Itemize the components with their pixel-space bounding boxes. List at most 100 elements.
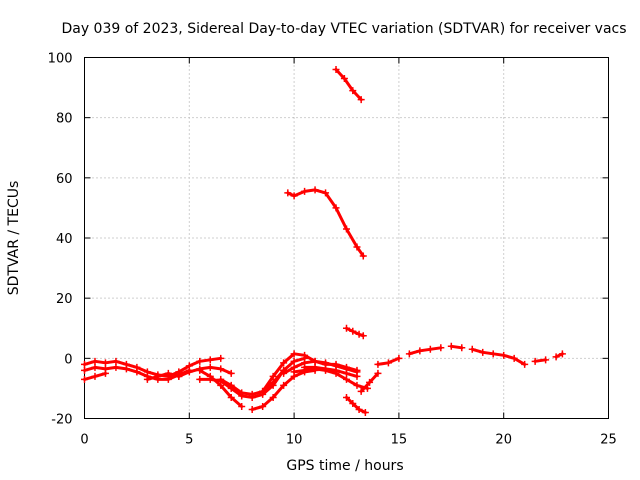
data-point	[143, 375, 151, 383]
x-tick-label: 25	[600, 433, 617, 448]
data-point	[290, 357, 298, 365]
data-point	[384, 359, 392, 367]
data-point	[133, 368, 141, 376]
series-arc-19	[468, 345, 529, 368]
data-point	[374, 369, 382, 377]
series-arc-21	[552, 350, 566, 361]
x-tick-label: 15	[391, 433, 408, 448]
data-point	[311, 363, 319, 371]
data-point	[301, 351, 309, 359]
data-point	[332, 366, 340, 374]
data-point	[349, 327, 357, 335]
series-line	[407, 346, 443, 356]
data-point	[322, 359, 330, 367]
data-point	[361, 408, 369, 416]
data-point	[353, 243, 361, 251]
data-series	[81, 66, 566, 416]
x-tick-label: 0	[80, 433, 88, 448]
data-point	[81, 375, 88, 383]
data-point	[112, 363, 120, 371]
data-point	[248, 405, 256, 413]
data-point	[332, 204, 340, 212]
data-point	[349, 87, 357, 95]
data-point	[343, 369, 350, 377]
data-point	[290, 368, 298, 376]
y-tick-label: 0	[64, 352, 72, 367]
data-point	[238, 402, 246, 410]
data-point	[343, 324, 350, 332]
series-arc-13	[301, 363, 361, 380]
y-tick-label: 20	[56, 292, 73, 307]
data-point	[259, 387, 267, 395]
x-axis-label: GPS time / hours	[286, 458, 403, 474]
data-point	[521, 360, 529, 368]
data-point	[311, 186, 319, 194]
data-point	[343, 375, 350, 383]
data-point	[217, 375, 225, 383]
data-point	[227, 393, 235, 401]
data-point	[322, 189, 330, 197]
data-point	[206, 375, 214, 383]
data-point	[248, 390, 256, 398]
y-axis-label: SDTVAR / TECUs	[6, 181, 22, 296]
data-point	[196, 366, 204, 374]
data-point	[357, 387, 365, 395]
data-point	[269, 378, 277, 386]
data-point	[290, 192, 298, 200]
data-point	[416, 347, 424, 355]
series-line	[334, 68, 363, 102]
data-point	[284, 189, 292, 197]
chart-title: Day 039 of 2023, Sidereal Day-to-day VTE…	[61, 21, 626, 37]
series-arc-11	[280, 357, 361, 377]
y-tick-label: -20	[51, 413, 72, 428]
series-line	[345, 395, 367, 414]
series-arc-15	[357, 369, 382, 395]
data-point	[280, 359, 288, 367]
data-point	[468, 345, 476, 353]
data-point	[405, 350, 413, 358]
series-arc-6	[196, 366, 246, 410]
data-point	[227, 369, 235, 377]
data-point	[301, 187, 309, 195]
data-point	[301, 363, 309, 371]
series-arc-17	[405, 344, 445, 358]
data-point	[196, 357, 204, 365]
y-tick-label: 100	[48, 52, 73, 67]
data-point	[542, 356, 550, 364]
series-line	[177, 365, 233, 378]
data-point	[81, 366, 88, 374]
data-point	[227, 381, 235, 389]
data-point	[91, 372, 99, 380]
series-arc-20	[531, 356, 550, 365]
data-point	[269, 393, 277, 401]
series-arc-23	[332, 66, 365, 104]
data-point	[510, 354, 518, 362]
data-point	[437, 344, 445, 352]
data-point	[357, 96, 365, 104]
data-point	[349, 399, 357, 407]
data-point	[290, 350, 298, 358]
data-point	[280, 381, 288, 389]
data-point	[552, 353, 560, 361]
series-line	[145, 371, 181, 381]
data-point	[91, 363, 99, 371]
data-point	[343, 225, 350, 233]
data-point	[280, 369, 288, 377]
data-point	[185, 368, 193, 376]
data-point	[359, 252, 367, 260]
x-tick-label: 20	[495, 433, 512, 448]
data-point	[259, 402, 267, 410]
data-point	[374, 360, 382, 368]
data-point	[164, 369, 172, 377]
data-point	[395, 354, 403, 362]
data-point	[164, 375, 172, 383]
x-tick-label: 10	[286, 433, 303, 448]
data-point	[196, 375, 204, 383]
y-tick-label: 80	[56, 112, 73, 127]
series-arc-14	[343, 393, 369, 416]
data-point	[238, 389, 246, 397]
data-point	[112, 357, 120, 365]
data-point	[458, 344, 466, 352]
data-point	[122, 365, 130, 373]
